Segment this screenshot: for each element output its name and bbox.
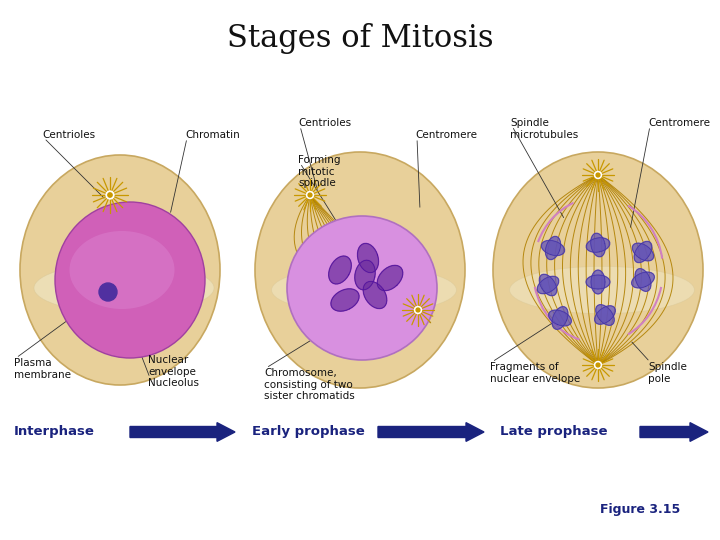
Polygon shape [631, 272, 654, 288]
Ellipse shape [510, 266, 694, 314]
Polygon shape [549, 310, 572, 326]
Polygon shape [595, 305, 614, 325]
FancyArrow shape [378, 423, 484, 441]
Circle shape [416, 308, 420, 312]
Ellipse shape [20, 155, 220, 385]
Text: Late prophase: Late prophase [500, 426, 608, 438]
Ellipse shape [493, 152, 703, 388]
Text: Centromere: Centromere [648, 118, 710, 128]
Text: Chromosome,
consisting of two
sister chromatids: Chromosome, consisting of two sister chr… [264, 368, 355, 401]
Text: Plasma
membrane: Plasma membrane [14, 358, 71, 380]
Text: Spindle
microtubules: Spindle microtubules [510, 118, 578, 140]
Text: Stages of Mitosis: Stages of Mitosis [227, 23, 493, 53]
Circle shape [99, 283, 117, 301]
Text: Forming
mitotic
spindle: Forming mitotic spindle [298, 155, 341, 188]
Ellipse shape [271, 266, 456, 314]
Text: Spindle
pole: Spindle pole [648, 362, 687, 383]
Ellipse shape [70, 231, 174, 309]
Text: Chromatin: Chromatin [185, 130, 240, 140]
Ellipse shape [287, 216, 437, 360]
Text: Nuclear
envelope: Nuclear envelope [148, 355, 196, 376]
Text: Early prophase: Early prophase [252, 426, 365, 438]
Polygon shape [635, 268, 651, 292]
Polygon shape [355, 260, 375, 290]
Text: Figure 3.15: Figure 3.15 [600, 503, 680, 516]
Polygon shape [546, 237, 561, 260]
Circle shape [108, 193, 112, 197]
Polygon shape [632, 243, 654, 261]
Ellipse shape [34, 262, 214, 313]
Ellipse shape [255, 152, 465, 388]
Polygon shape [541, 240, 564, 255]
Circle shape [596, 363, 600, 367]
Polygon shape [363, 281, 387, 308]
FancyArrow shape [130, 423, 235, 441]
Polygon shape [358, 244, 379, 273]
Circle shape [595, 172, 601, 179]
Circle shape [596, 173, 600, 177]
Polygon shape [590, 233, 606, 256]
Polygon shape [591, 270, 605, 294]
Circle shape [307, 192, 313, 199]
Ellipse shape [55, 202, 205, 358]
Polygon shape [377, 265, 402, 291]
Circle shape [106, 191, 114, 199]
Circle shape [415, 307, 421, 314]
Text: Centromere: Centromere [415, 130, 477, 140]
Polygon shape [595, 306, 616, 324]
Polygon shape [329, 256, 351, 284]
Text: Interphase: Interphase [14, 426, 95, 438]
Polygon shape [586, 275, 610, 289]
Text: Centrioles: Centrioles [298, 118, 351, 128]
Text: Nucleolus: Nucleolus [148, 378, 199, 388]
Polygon shape [586, 238, 610, 252]
Circle shape [595, 361, 601, 368]
Text: Fragments of
nuclear envelope: Fragments of nuclear envelope [490, 362, 580, 383]
FancyArrow shape [640, 423, 708, 441]
Polygon shape [552, 307, 568, 329]
Polygon shape [634, 241, 652, 262]
Text: Centrioles: Centrioles [42, 130, 95, 140]
Polygon shape [331, 289, 359, 311]
Polygon shape [537, 276, 559, 294]
Polygon shape [539, 274, 557, 296]
Circle shape [308, 193, 312, 197]
